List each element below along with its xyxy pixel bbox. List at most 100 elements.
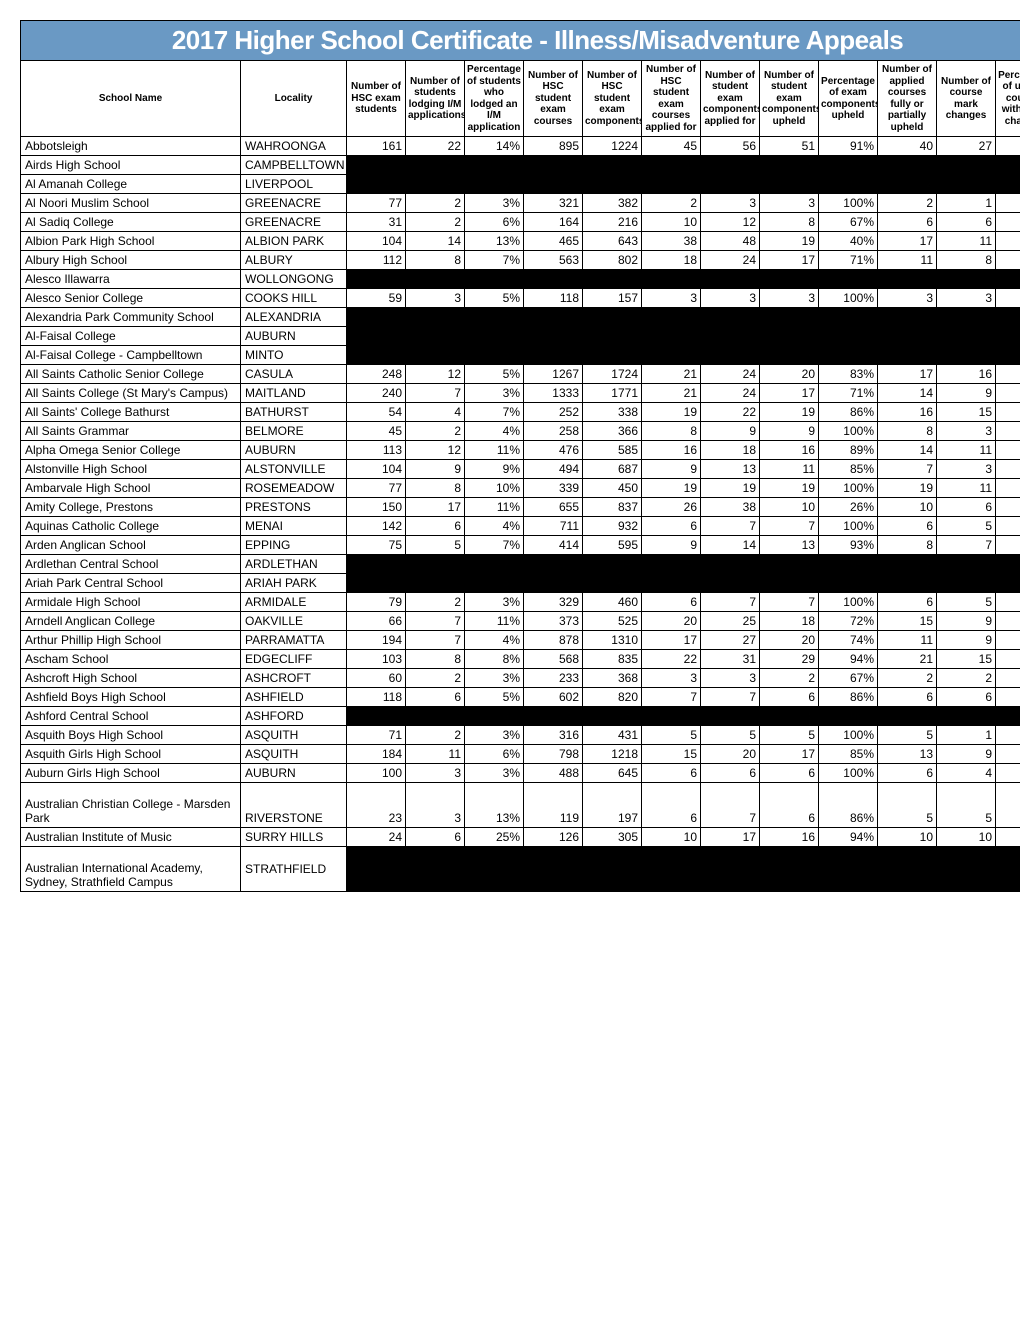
cell-value: 17 [642, 631, 701, 650]
col-h3: Number of students lodging I/M applicati… [406, 61, 465, 137]
cell-value: 878 [524, 631, 583, 650]
cell-value: 711 [524, 517, 583, 536]
cell-value: 17 [760, 384, 819, 403]
cell-value: 83% [996, 517, 1020, 536]
cell-locality: ALEXANDRIA [241, 308, 347, 327]
cell-value: 79 [347, 593, 406, 612]
cell-value: 1333 [524, 384, 583, 403]
cell-value [524, 327, 583, 346]
col-h11: Number of applied courses fully or parti… [878, 61, 937, 137]
cell-value: 6 [642, 517, 701, 536]
cell-value: 100% [996, 289, 1020, 308]
cell-value: 94% [819, 650, 878, 669]
cell-value: 6 [406, 828, 465, 847]
cell-value [878, 574, 937, 593]
cell-school-name: Al Amanah College [21, 175, 241, 194]
cell-value: 38% [996, 422, 1020, 441]
cell-value [760, 574, 819, 593]
cell-value: 10 [878, 828, 937, 847]
cell-value: 11% [465, 441, 524, 460]
cell-value: 895 [524, 137, 583, 156]
cell-school-name: Ardlethan Central School [21, 555, 241, 574]
table-row: Alstonville High SchoolALSTONVILLE10499%… [21, 460, 1020, 479]
col-h7: Number of HSC student exam courses appli… [642, 61, 701, 137]
cell-value: 6 [406, 688, 465, 707]
cell-school-name: Arthur Phillip High School [21, 631, 241, 650]
cell-locality: ASQUITH [241, 745, 347, 764]
cell-value [406, 555, 465, 574]
cell-school-name: Al Noori Muslim School [21, 194, 241, 213]
cell-value: 71% [819, 384, 878, 403]
cell-value: 12 [406, 365, 465, 384]
cell-locality: RIVERSTONE [241, 783, 347, 828]
cell-school-name: Arden Anglican School [21, 536, 241, 555]
cell-value: 11 [760, 460, 819, 479]
cell-value: 5 [760, 726, 819, 745]
cell-value [996, 175, 1020, 194]
cell-value [878, 270, 937, 289]
cell-value: 16 [878, 403, 937, 422]
cell-value: 7% [465, 403, 524, 422]
cell-value: 19 [760, 403, 819, 422]
cell-value: 25 [701, 612, 760, 631]
cell-school-name: Auburn Girls High School [21, 764, 241, 783]
cell-value: 24 [701, 365, 760, 384]
table-row: Al Sadiq CollegeGREENACRE3126%1642161012… [21, 213, 1020, 232]
cell-locality: COOKS HILL [241, 289, 347, 308]
cell-school-name: Armidale High School [21, 593, 241, 612]
cell-value: 2 [406, 669, 465, 688]
cell-value: 50% [996, 194, 1020, 213]
cell-value [996, 847, 1020, 892]
cell-school-name: Ambarvale High School [21, 479, 241, 498]
cell-value: 21 [642, 365, 701, 384]
cell-value: 6 [878, 593, 937, 612]
cell-value: 56 [701, 137, 760, 156]
table-row: Ashford Central SchoolASHFORD [21, 707, 1020, 726]
cell-value: 2 [406, 213, 465, 232]
cell-value: 10 [937, 828, 996, 847]
cell-value: 15 [642, 745, 701, 764]
cell-value [937, 308, 996, 327]
cell-value: 45 [347, 422, 406, 441]
cell-value [465, 555, 524, 574]
cell-value: 103 [347, 650, 406, 669]
cell-locality: MENAI [241, 517, 347, 536]
cell-value: 835 [583, 650, 642, 669]
cell-value: 7 [701, 783, 760, 828]
cell-value [347, 327, 406, 346]
cell-value: 93% [819, 536, 878, 555]
cell-locality: PRESTONS [241, 498, 347, 517]
cell-value: 100% [996, 213, 1020, 232]
cell-school-name: Al-Faisal College [21, 327, 241, 346]
cell-value: 31 [701, 650, 760, 669]
cell-value: 1724 [583, 365, 642, 384]
cell-value: 339 [524, 479, 583, 498]
cell-value [701, 175, 760, 194]
cell-value: 1771 [583, 384, 642, 403]
cell-value: 75 [347, 536, 406, 555]
cell-value: 26% [819, 498, 878, 517]
col-h9: Number of student exam components upheld [760, 61, 819, 137]
cell-value: 69% [996, 745, 1020, 764]
cell-locality: SURRY HILLS [241, 828, 347, 847]
cell-value: 83% [819, 365, 878, 384]
cell-value: 6% [465, 745, 524, 764]
cell-value: 68% [996, 137, 1020, 156]
cell-value: 3 [642, 289, 701, 308]
cell-value: 329 [524, 593, 583, 612]
cell-value: 54 [347, 403, 406, 422]
cell-value: 6 [878, 213, 937, 232]
cell-value [642, 555, 701, 574]
cell-value: 26 [642, 498, 701, 517]
cell-locality: GREENACRE [241, 194, 347, 213]
cell-value [347, 574, 406, 593]
cell-value: 4% [465, 631, 524, 650]
cell-value [878, 156, 937, 175]
cell-value: 15 [878, 612, 937, 631]
cell-locality: ROSEMEADOW [241, 479, 347, 498]
cell-value: 100% [819, 517, 878, 536]
cell-value: 100% [819, 194, 878, 213]
cell-value: 6 [642, 593, 701, 612]
cell-value [996, 308, 1020, 327]
cell-value: 100 [347, 764, 406, 783]
